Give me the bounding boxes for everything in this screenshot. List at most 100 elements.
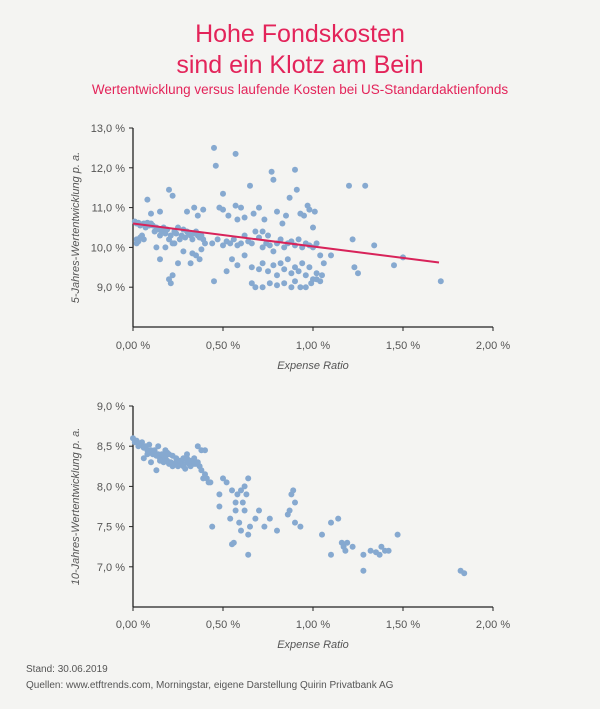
data-point <box>301 212 307 219</box>
data-point <box>169 272 176 279</box>
data-point <box>248 280 255 287</box>
data-point <box>207 479 214 486</box>
data-point <box>216 503 223 510</box>
data-point <box>162 244 169 251</box>
data-point <box>133 437 140 444</box>
data-point <box>256 266 262 273</box>
data-point <box>313 240 320 247</box>
x-tick-label: 2,00 % <box>476 619 510 631</box>
data-point <box>241 483 248 490</box>
x-tick-label: 0,00 % <box>116 340 150 352</box>
data-point <box>184 208 190 215</box>
y-tick-label: 9,0 % <box>97 282 125 294</box>
data-point <box>140 236 147 243</box>
x-axis-label: Expense Ratio <box>277 360 349 372</box>
data-point <box>191 204 198 211</box>
data-point <box>211 144 217 151</box>
data-point <box>259 284 266 291</box>
data-point <box>360 567 367 574</box>
y-tick-label: 10,0 % <box>91 242 125 254</box>
data-point <box>297 284 304 291</box>
data-point <box>232 507 239 514</box>
data-point <box>146 441 153 448</box>
data-point <box>236 519 243 526</box>
data-point <box>250 210 257 217</box>
data-point <box>311 208 318 215</box>
scatter-chart-5-year: 9,0 % 10,0 % 11,0 % 12,0 % 13,0 % 0,00 % 0,50 … <box>70 123 510 372</box>
data-point <box>252 515 259 522</box>
data-point <box>223 268 230 275</box>
data-point <box>371 242 378 249</box>
data-point <box>265 232 271 239</box>
data-point <box>238 240 244 247</box>
data-point <box>328 551 334 558</box>
data-point <box>230 236 237 243</box>
data-point <box>259 228 266 235</box>
data-point <box>220 242 226 249</box>
data-point <box>385 547 392 554</box>
data-point <box>248 264 255 271</box>
data-point <box>234 262 241 269</box>
data-point <box>355 270 361 277</box>
data-point <box>288 284 295 291</box>
data-point <box>259 260 266 267</box>
data-point <box>328 519 334 526</box>
data-point <box>292 278 298 285</box>
data-point <box>297 523 304 530</box>
data-point <box>220 206 226 213</box>
data-point <box>194 212 201 219</box>
data-point <box>200 206 207 213</box>
data-point <box>270 262 277 269</box>
y-tick-label: 11,0 % <box>92 203 126 215</box>
data-point <box>194 443 201 450</box>
data-point <box>274 527 280 534</box>
data-point <box>310 224 316 231</box>
trend-line <box>132 222 440 264</box>
data-point <box>268 168 275 175</box>
scatter-chart-10-year: 7,0 % 7,5 % 8,0 % 8,5 % 9,0 % 0,00 % 0,50 % 1,0… <box>70 401 510 651</box>
data-point <box>281 266 288 273</box>
data-point <box>209 240 216 247</box>
x-tick-label: 1,50 % <box>386 340 420 352</box>
y-tick-label: 13,0 % <box>91 123 125 135</box>
data-point <box>229 256 235 263</box>
data-point <box>248 240 255 247</box>
data-point <box>346 182 352 189</box>
data-point <box>166 186 172 193</box>
y-tick-label: 9,0 % <box>97 401 125 413</box>
data-point <box>283 212 289 219</box>
data-point <box>261 523 268 530</box>
data-point <box>182 234 189 241</box>
data-point <box>288 270 295 277</box>
data-point <box>286 507 293 514</box>
x-tick-label: 0,00 % <box>116 619 150 631</box>
data-point <box>166 459 172 466</box>
data-point <box>319 272 325 279</box>
data-point <box>175 260 181 267</box>
data-point <box>148 459 154 466</box>
data-point <box>144 451 151 458</box>
data-point <box>245 531 252 538</box>
data-point <box>193 252 199 259</box>
data-point <box>351 264 358 271</box>
data-point <box>202 240 208 247</box>
data-point <box>259 244 266 251</box>
data-point <box>266 280 273 287</box>
data-point <box>232 150 239 157</box>
x-tick-label: 1,50 % <box>386 619 420 631</box>
data-point <box>189 236 196 243</box>
data-point <box>279 220 286 227</box>
chart-title-line1: Hohe Fondskosten <box>195 20 405 48</box>
data-point <box>362 182 369 189</box>
y-tick-label: 7,5 % <box>97 522 125 534</box>
data-point <box>360 551 367 558</box>
data-point <box>313 270 320 277</box>
data-point <box>270 176 277 183</box>
data-point <box>157 457 163 464</box>
data-point <box>274 282 280 289</box>
data-point <box>378 543 385 550</box>
data-point <box>241 214 248 221</box>
y-tick-label: 8,5 % <box>97 441 125 453</box>
chart-title-line2: sind ein Klotz am Bein <box>176 51 424 79</box>
data-point <box>227 515 234 522</box>
